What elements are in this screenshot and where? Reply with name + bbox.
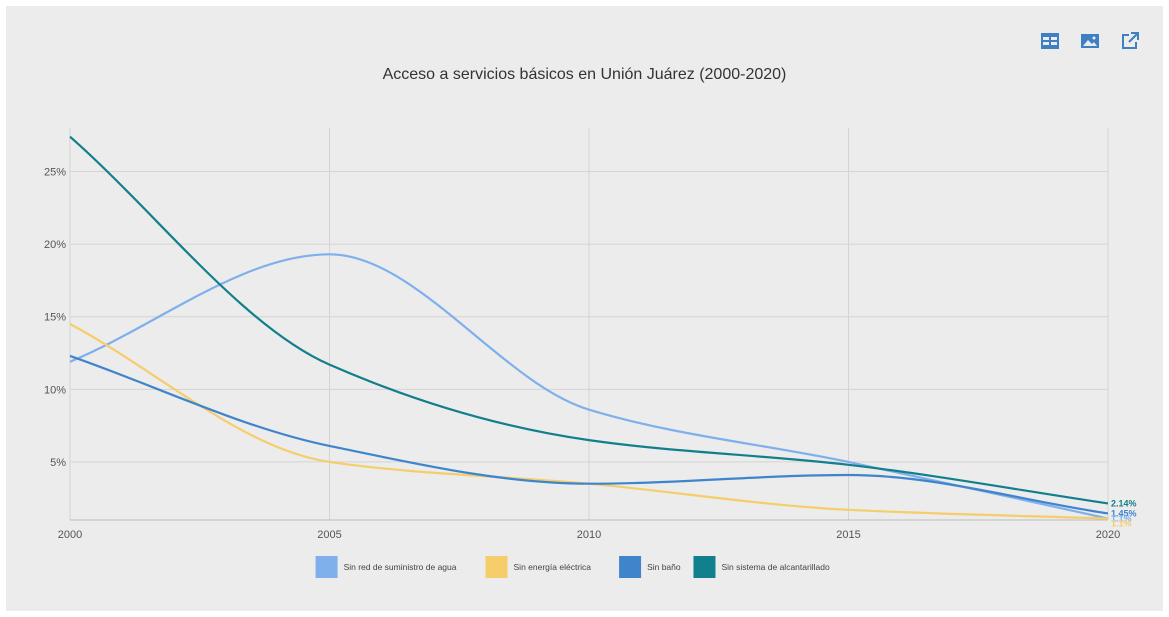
series-line-3 — [69, 135, 1109, 505]
end-value-label: 1.45% — [1111, 508, 1137, 518]
x-tick-label: 2005 — [317, 529, 341, 541]
legend-label: Sin energía eléctrica — [514, 562, 592, 572]
chart-toolbar — [1037, 28, 1143, 54]
y-tick-label: 20% — [44, 239, 66, 251]
legend-swatch — [485, 556, 508, 578]
table-icon — [1041, 33, 1059, 49]
y-tick-label: 15% — [44, 312, 66, 324]
legend-label: Sin sistema de alcantarillado — [721, 562, 829, 572]
download-image-button[interactable] — [1077, 28, 1103, 54]
table-view-button[interactable] — [1037, 28, 1063, 54]
y-tick-label: 10% — [44, 384, 66, 396]
legend-swatch — [315, 556, 338, 578]
series-line-2 — [69, 354, 1109, 515]
y-tick-label: 25% — [44, 167, 66, 179]
y-tick-label: 5% — [50, 457, 66, 469]
legend-swatch — [619, 556, 642, 578]
x-tick-label: 2015 — [836, 529, 860, 541]
x-tick-label: 2000 — [58, 529, 82, 541]
open-external-button[interactable] — [1117, 28, 1143, 54]
x-tick-label: 2010 — [577, 529, 601, 541]
series-line-0 — [69, 253, 1109, 520]
legend-swatch — [693, 556, 716, 578]
chart-title: Acceso a servicios básicos en Unión Juár… — [382, 66, 787, 83]
external-link-icon — [1122, 32, 1139, 49]
chart-panel — [6, 6, 1163, 611]
legend-label: Sin red de suministro de agua — [344, 562, 457, 572]
legend-label: Sin baño — [647, 562, 681, 572]
end-value-label: 1.1% — [1111, 514, 1132, 524]
end-value-label: 2.14% — [1111, 498, 1137, 508]
x-tick-label: 2020 — [1096, 529, 1120, 541]
end-value-label: 1.1% — [1111, 519, 1132, 529]
image-icon — [1081, 34, 1099, 48]
